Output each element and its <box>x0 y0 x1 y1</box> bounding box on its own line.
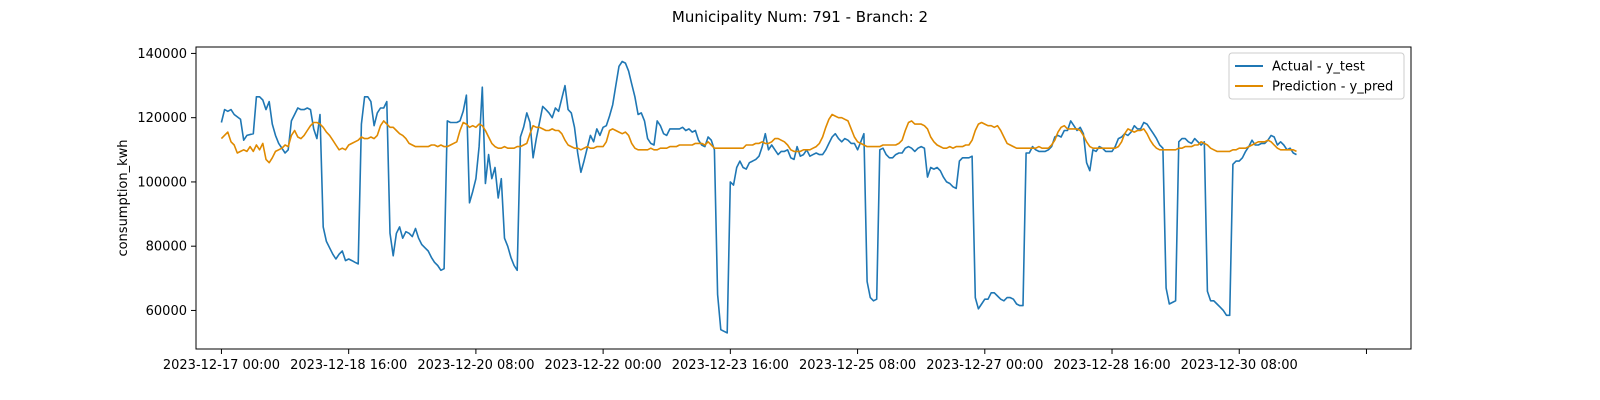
x-tick-label: 2023-12-22 00:00 <box>545 358 662 373</box>
series-layer <box>220 60 1297 334</box>
legend-label: Actual - y_test <box>1272 60 1365 75</box>
series-line-prediction <box>220 113 1297 164</box>
legend-box <box>1228 52 1405 100</box>
y-tick-label: 60000 <box>146 304 187 319</box>
y-tick-label: 140000 <box>137 47 187 62</box>
y-tick-label: 100000 <box>137 175 187 190</box>
x-tick-label: 2023-12-18 16:00 <box>290 358 407 373</box>
x-tick-label: 2023-12-17 00:00 <box>163 358 280 373</box>
x-tick-label: 2023-12-27 00:00 <box>926 358 1043 373</box>
x-axis: 2023-12-17 00:00 2023-12-18 16:00 2023-12-… <box>163 349 1367 373</box>
y-axis-title: consumption_kwh <box>116 139 131 256</box>
plot-frame <box>195 46 1412 350</box>
x-tick-label: 2023-12-28 16:00 <box>1053 358 1170 373</box>
y-tick-label: 80000 <box>146 240 187 255</box>
legend: Actual - y_test Prediction - y_pred <box>1228 52 1405 100</box>
chart-title: Municipality Num: 791 - Branch: 2 <box>672 8 928 26</box>
series-line-actual <box>220 60 1297 334</box>
x-tick-label: 2023-12-25 08:00 <box>799 358 916 373</box>
y-tick-label: 120000 <box>137 111 187 126</box>
x-tick-label: 2023-12-20 08:00 <box>417 358 534 373</box>
legend-label: Prediction - y_pred <box>1272 80 1393 95</box>
x-tick-label: 2023-12-30 08:00 <box>1181 358 1298 373</box>
x-tick-label: 2023-12-23 16:00 <box>672 358 789 373</box>
y-axis: 60000 80000 100000 120000 140000 <box>137 47 196 319</box>
plot-area <box>195 46 1412 350</box>
